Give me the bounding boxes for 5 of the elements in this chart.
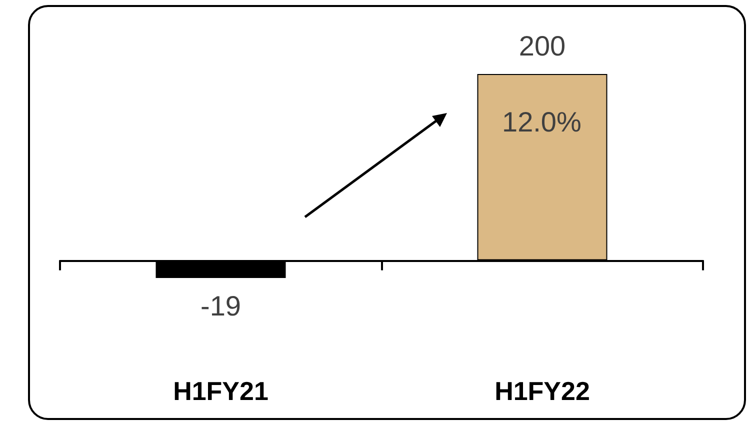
x-tick-label: H1FY21 — [173, 376, 268, 406]
annotation: 12.0% — [502, 106, 582, 138]
data-label: 200 — [518, 30, 566, 62]
x-tick-label: H1FY22 — [494, 376, 590, 406]
data-label: -19 — [200, 290, 241, 322]
